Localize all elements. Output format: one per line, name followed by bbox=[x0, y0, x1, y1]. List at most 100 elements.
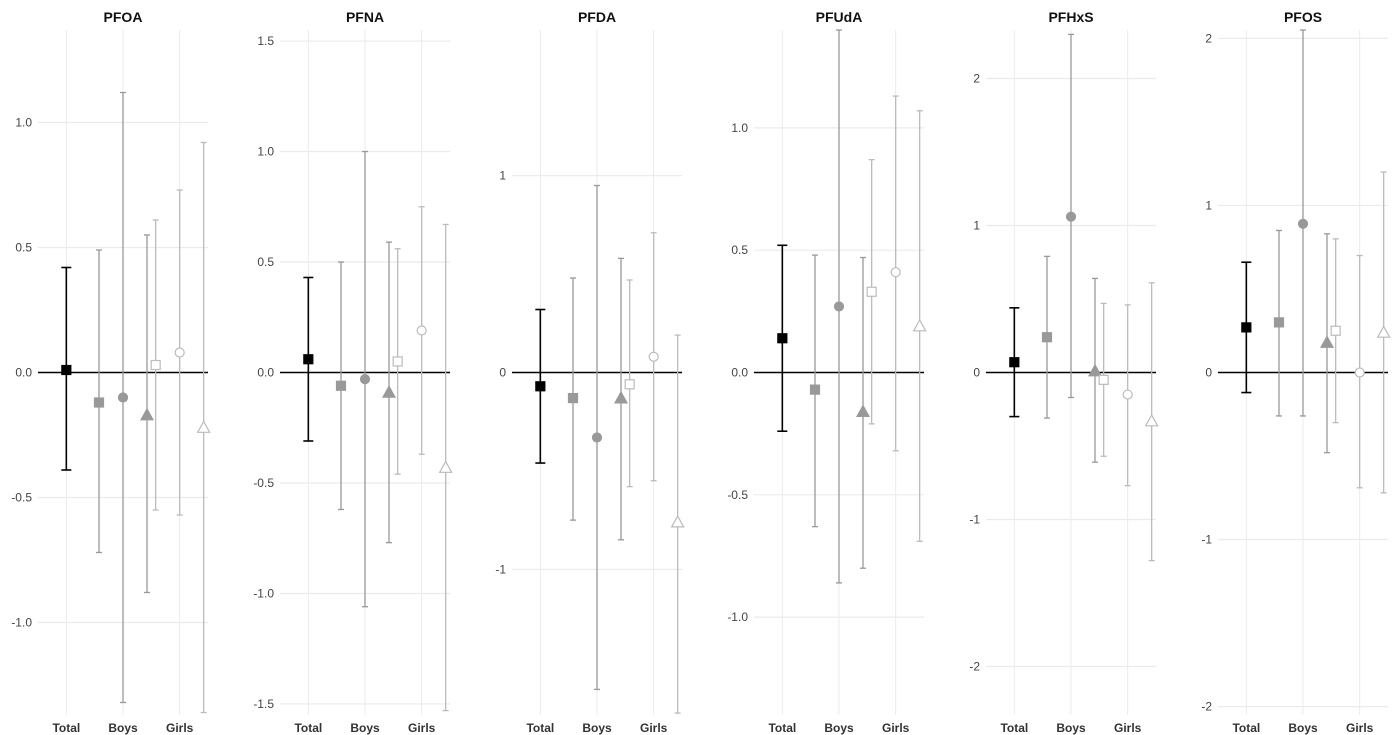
y-tick-label: -0.5 bbox=[253, 476, 274, 490]
estimate-girls-open-square bbox=[392, 248, 403, 475]
estimate-total-filled-square bbox=[1009, 307, 1020, 418]
y-tick-label: 0 bbox=[973, 366, 980, 380]
y-tick-label: 1.5 bbox=[257, 34, 274, 48]
x-tick-label: Boys bbox=[350, 721, 380, 735]
y-tick-label: -1.0 bbox=[11, 616, 32, 630]
point-marker bbox=[1098, 374, 1109, 385]
point-marker bbox=[1065, 211, 1077, 222]
y-tick-label: -1 bbox=[495, 562, 506, 576]
panel-title: PFOS bbox=[1284, 9, 1322, 25]
point-marker bbox=[567, 392, 579, 404]
x-tick-label: Total bbox=[768, 721, 796, 735]
y-tick-label: 1 bbox=[1205, 198, 1212, 212]
panel-pfhxs: -2 -1 0 1 2 PFHxS Total Boys Girls bbox=[969, 9, 1159, 735]
point-marker bbox=[139, 407, 155, 421]
estimate-girls-open-square bbox=[1098, 302, 1109, 457]
y-tick-label: -2 bbox=[969, 659, 980, 673]
point-marker bbox=[1273, 317, 1285, 328]
point-marker bbox=[866, 286, 877, 297]
panel-title: PFUdA bbox=[816, 9, 863, 25]
point-marker bbox=[1144, 413, 1159, 427]
y-tick-label: 0.0 bbox=[257, 366, 274, 380]
estimate-boys-filled-square bbox=[1273, 229, 1285, 417]
y-tick-label: -0.5 bbox=[727, 488, 748, 502]
point-marker bbox=[416, 325, 427, 336]
y-tick-label: 1 bbox=[973, 219, 980, 233]
point-marker bbox=[1241, 322, 1252, 333]
x-tick-label: Girls bbox=[882, 721, 910, 735]
panel-title: PFOA bbox=[104, 9, 143, 25]
x-tick-label: Total bbox=[526, 721, 554, 735]
point-marker bbox=[890, 267, 901, 278]
estimate-boys-filled-triangle bbox=[139, 234, 155, 594]
estimate-total-filled-square bbox=[535, 308, 546, 464]
point-marker bbox=[624, 379, 635, 390]
y-tick-label: 1.0 bbox=[15, 116, 32, 130]
y-tick-label: -1.5 bbox=[253, 697, 274, 711]
point-marker bbox=[777, 333, 788, 344]
panel-title: PFDA bbox=[578, 9, 616, 25]
estimate-girls-open-circle bbox=[1122, 304, 1133, 487]
point-marker bbox=[809, 384, 821, 395]
estimate-total-filled-square bbox=[61, 266, 72, 471]
estimate-boys-filled-circle bbox=[359, 150, 371, 608]
estimate-boys-filled-triangle bbox=[855, 256, 871, 569]
panel-pfuda: -1.0 -0.5 0.0 0.5 1.0 PFUdA Total Boys Girls bbox=[727, 9, 927, 735]
point-marker bbox=[93, 397, 105, 408]
estimate-boys-filled-circle bbox=[833, 29, 845, 584]
panel-title: PFHxS bbox=[1048, 9, 1093, 25]
estimate-boys-filled-triangle bbox=[1087, 277, 1103, 463]
point-marker bbox=[535, 381, 546, 392]
y-tick-label: 0.5 bbox=[731, 243, 748, 257]
point-marker bbox=[1041, 332, 1053, 343]
estimate-girls-open-circle bbox=[416, 206, 427, 455]
y-tick-label: 0.0 bbox=[731, 366, 748, 380]
y-tick-label: 0 bbox=[499, 366, 506, 380]
panel-pfna: -1.5 -1.0 -0.5 0.0 0.5 1.0 1.5 PFNA Total Boys Gir… bbox=[253, 9, 453, 735]
point-marker bbox=[359, 374, 371, 385]
estimate-total-filled-square bbox=[777, 244, 788, 433]
x-tick-label: Total bbox=[1000, 721, 1028, 735]
estimate-girls-open-square bbox=[150, 219, 161, 511]
point-marker bbox=[613, 390, 629, 404]
point-marker bbox=[1297, 218, 1309, 229]
estimate-boys-filled-circle bbox=[591, 184, 603, 691]
estimate-boys-filled-square bbox=[567, 277, 579, 521]
point-marker bbox=[303, 354, 314, 365]
point-marker bbox=[1009, 357, 1020, 368]
point-marker bbox=[912, 318, 927, 332]
estimate-boys-filled-triangle bbox=[381, 241, 397, 544]
estimate-total-filled-square bbox=[1241, 261, 1252, 394]
x-tick-label: Girls bbox=[408, 721, 436, 735]
estimate-girls-open-circle bbox=[648, 232, 659, 482]
estimate-girls-open-circle bbox=[1354, 254, 1365, 489]
point-marker bbox=[196, 420, 211, 433]
y-tick-label: 0 bbox=[1205, 366, 1212, 380]
y-tick-label: -1 bbox=[1201, 533, 1212, 547]
point-marker bbox=[174, 347, 185, 358]
estimate-boys-filled-square bbox=[335, 261, 347, 511]
point-marker bbox=[1376, 325, 1391, 338]
point-marker bbox=[1122, 389, 1133, 400]
estimate-boys-filled-circle bbox=[1297, 29, 1309, 417]
point-marker bbox=[117, 392, 129, 403]
x-tick-label: Boys bbox=[1288, 721, 1318, 735]
point-marker bbox=[438, 460, 453, 473]
y-tick-label: 1.0 bbox=[257, 145, 274, 159]
point-marker bbox=[1319, 335, 1335, 348]
y-tick-label: -2 bbox=[1201, 700, 1212, 714]
x-tick-label: Total bbox=[294, 721, 322, 735]
x-tick-label: Total bbox=[1232, 721, 1260, 735]
estimate-boys-filled-circle bbox=[117, 91, 129, 704]
estimate-boys-filled-square bbox=[1041, 255, 1053, 419]
y-tick-label: 0.0 bbox=[15, 366, 32, 380]
point-marker bbox=[61, 364, 72, 376]
x-tick-label: Girls bbox=[1346, 721, 1374, 735]
estimate-boys-filled-square bbox=[93, 249, 105, 554]
x-tick-label: Girls bbox=[166, 721, 194, 735]
y-tick-label: -0.5 bbox=[11, 491, 32, 505]
x-tick-label: Girls bbox=[640, 721, 668, 735]
estimate-boys-filled-triangle bbox=[1319, 233, 1335, 454]
estimate-girls-open-triangle bbox=[1144, 282, 1159, 562]
estimate-girls-open-triangle bbox=[196, 141, 211, 714]
